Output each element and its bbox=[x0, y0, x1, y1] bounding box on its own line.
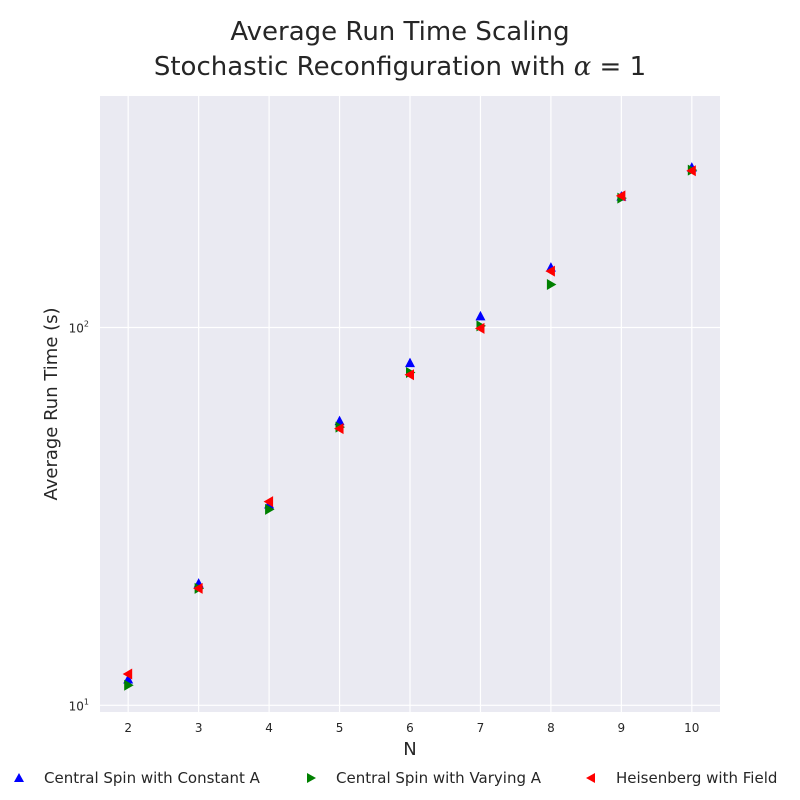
triangle-left-icon bbox=[586, 773, 595, 783]
x-tick-label: 10 bbox=[684, 721, 699, 735]
data-point-series-0 bbox=[405, 357, 415, 368]
legend-label: Central Spin with Constant A bbox=[44, 769, 260, 787]
x-tick-label: 9 bbox=[618, 721, 626, 735]
data-point-series-2 bbox=[686, 165, 696, 177]
x-tick-label: 6 bbox=[406, 721, 414, 735]
data-point-series-1 bbox=[265, 503, 275, 515]
chart-title-line-2: Stochastic Reconfiguration with α = 1 bbox=[0, 52, 800, 82]
alpha-symbol: α bbox=[573, 52, 592, 82]
x-tick-label: 7 bbox=[477, 721, 485, 735]
grid bbox=[100, 96, 720, 712]
data-point-series-2 bbox=[545, 265, 555, 277]
data-point-series-1 bbox=[546, 278, 557, 290]
legend-label: Central Spin with Varying A bbox=[336, 769, 542, 787]
legend-item-varying-a: Central Spin with Varying A bbox=[304, 766, 541, 790]
chart-title-suffix: = 1 bbox=[591, 52, 647, 82]
data-point-series-2 bbox=[474, 322, 485, 334]
x-tick-label: 4 bbox=[265, 721, 273, 735]
legend: Central Spin with Constant A Central Spi… bbox=[0, 766, 800, 790]
chart-title-prefix: Stochastic Reconfiguration with bbox=[153, 52, 574, 82]
x-tick-label: 8 bbox=[547, 721, 555, 735]
x-tick-labels: 2 3 4 5 6 7 8 9 10 bbox=[124, 721, 699, 735]
data-point-series-0 bbox=[475, 310, 486, 321]
data-point-series-2 bbox=[193, 582, 203, 594]
data-point-series-1 bbox=[124, 679, 134, 691]
data-point-series-2 bbox=[615, 190, 626, 202]
data-points bbox=[122, 162, 698, 691]
y-tick-label: 101 bbox=[69, 697, 89, 713]
x-tick-label: 2 bbox=[124, 721, 132, 735]
legend-label: Heisenberg with Field bbox=[616, 769, 778, 787]
triangle-up-icon bbox=[14, 773, 24, 782]
triangle-right-icon bbox=[307, 773, 316, 783]
x-tick-label: 3 bbox=[195, 721, 203, 735]
legend-item-heisenberg: Heisenberg with Field bbox=[584, 766, 777, 790]
data-point-series-2 bbox=[404, 369, 414, 381]
y-tick-label: 102 bbox=[69, 320, 89, 336]
y-tick-labels: 101 102 bbox=[69, 320, 89, 714]
chart-title-line-1: Average Run Time Scaling bbox=[230, 17, 570, 47]
data-point-series-2 bbox=[263, 496, 274, 508]
x-tick-label: 5 bbox=[336, 721, 344, 735]
data-point-series-2 bbox=[334, 423, 344, 435]
x-axis-label: N bbox=[403, 739, 416, 760]
data-point-series-2 bbox=[122, 668, 133, 680]
y-axis-label: Average Run Time (s) bbox=[41, 307, 62, 500]
legend-item-constant-a: Central Spin with Constant A bbox=[12, 766, 260, 790]
